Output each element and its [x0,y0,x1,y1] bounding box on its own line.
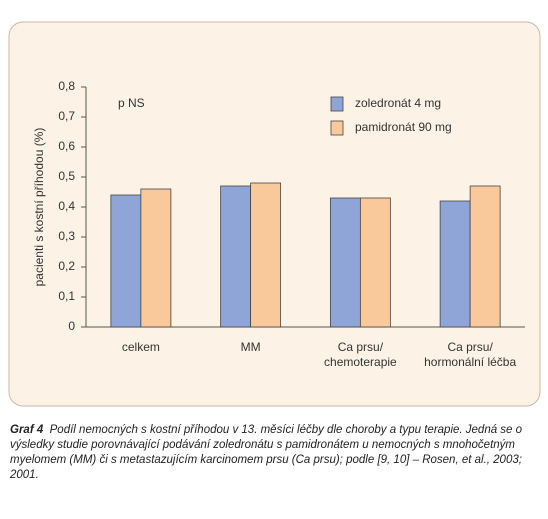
y-tick-label: 0 [68,319,75,333]
annotation: p NS [118,96,145,110]
legend-swatch [330,96,344,112]
x-tick-label: MM [241,340,261,354]
x-tick-label: Ca prsu/hormonální léčba [424,340,516,369]
bar [250,182,282,328]
bar [359,197,391,328]
caption-text: Podíl nemocných s kostní příhodou v 13. … [10,424,523,481]
x-tick-label: Ca prsu/chemoterapie [324,340,397,369]
y-tick-label: 0,3 [58,229,75,243]
bar [439,200,471,328]
bar [329,197,361,328]
y-tick-label: 0,6 [58,139,75,153]
y-axis-label: pacienti s kostní příhodou (%) [32,128,46,287]
bar [220,185,252,328]
bar [110,194,142,328]
caption: Graf 4 Podíl nemocných s kostní příhodou… [10,423,540,483]
y-tick-label: 0,4 [58,199,75,213]
y-tick-label: 0,2 [58,259,75,273]
bar [140,188,172,328]
bar [469,185,501,328]
x-tick-label: celkem [122,340,160,354]
y-tick-label: 0,7 [58,109,75,123]
legend-label: zoledronát 4 mg [355,96,441,110]
legend-swatch [330,120,344,136]
legend-label: pamidronát 90 mg [355,120,452,134]
y-tick-label: 0,8 [58,79,75,93]
caption-label: Graf 4 [10,424,44,436]
y-tick-label: 0,5 [58,169,75,183]
y-tick-label: 0,1 [58,289,75,303]
